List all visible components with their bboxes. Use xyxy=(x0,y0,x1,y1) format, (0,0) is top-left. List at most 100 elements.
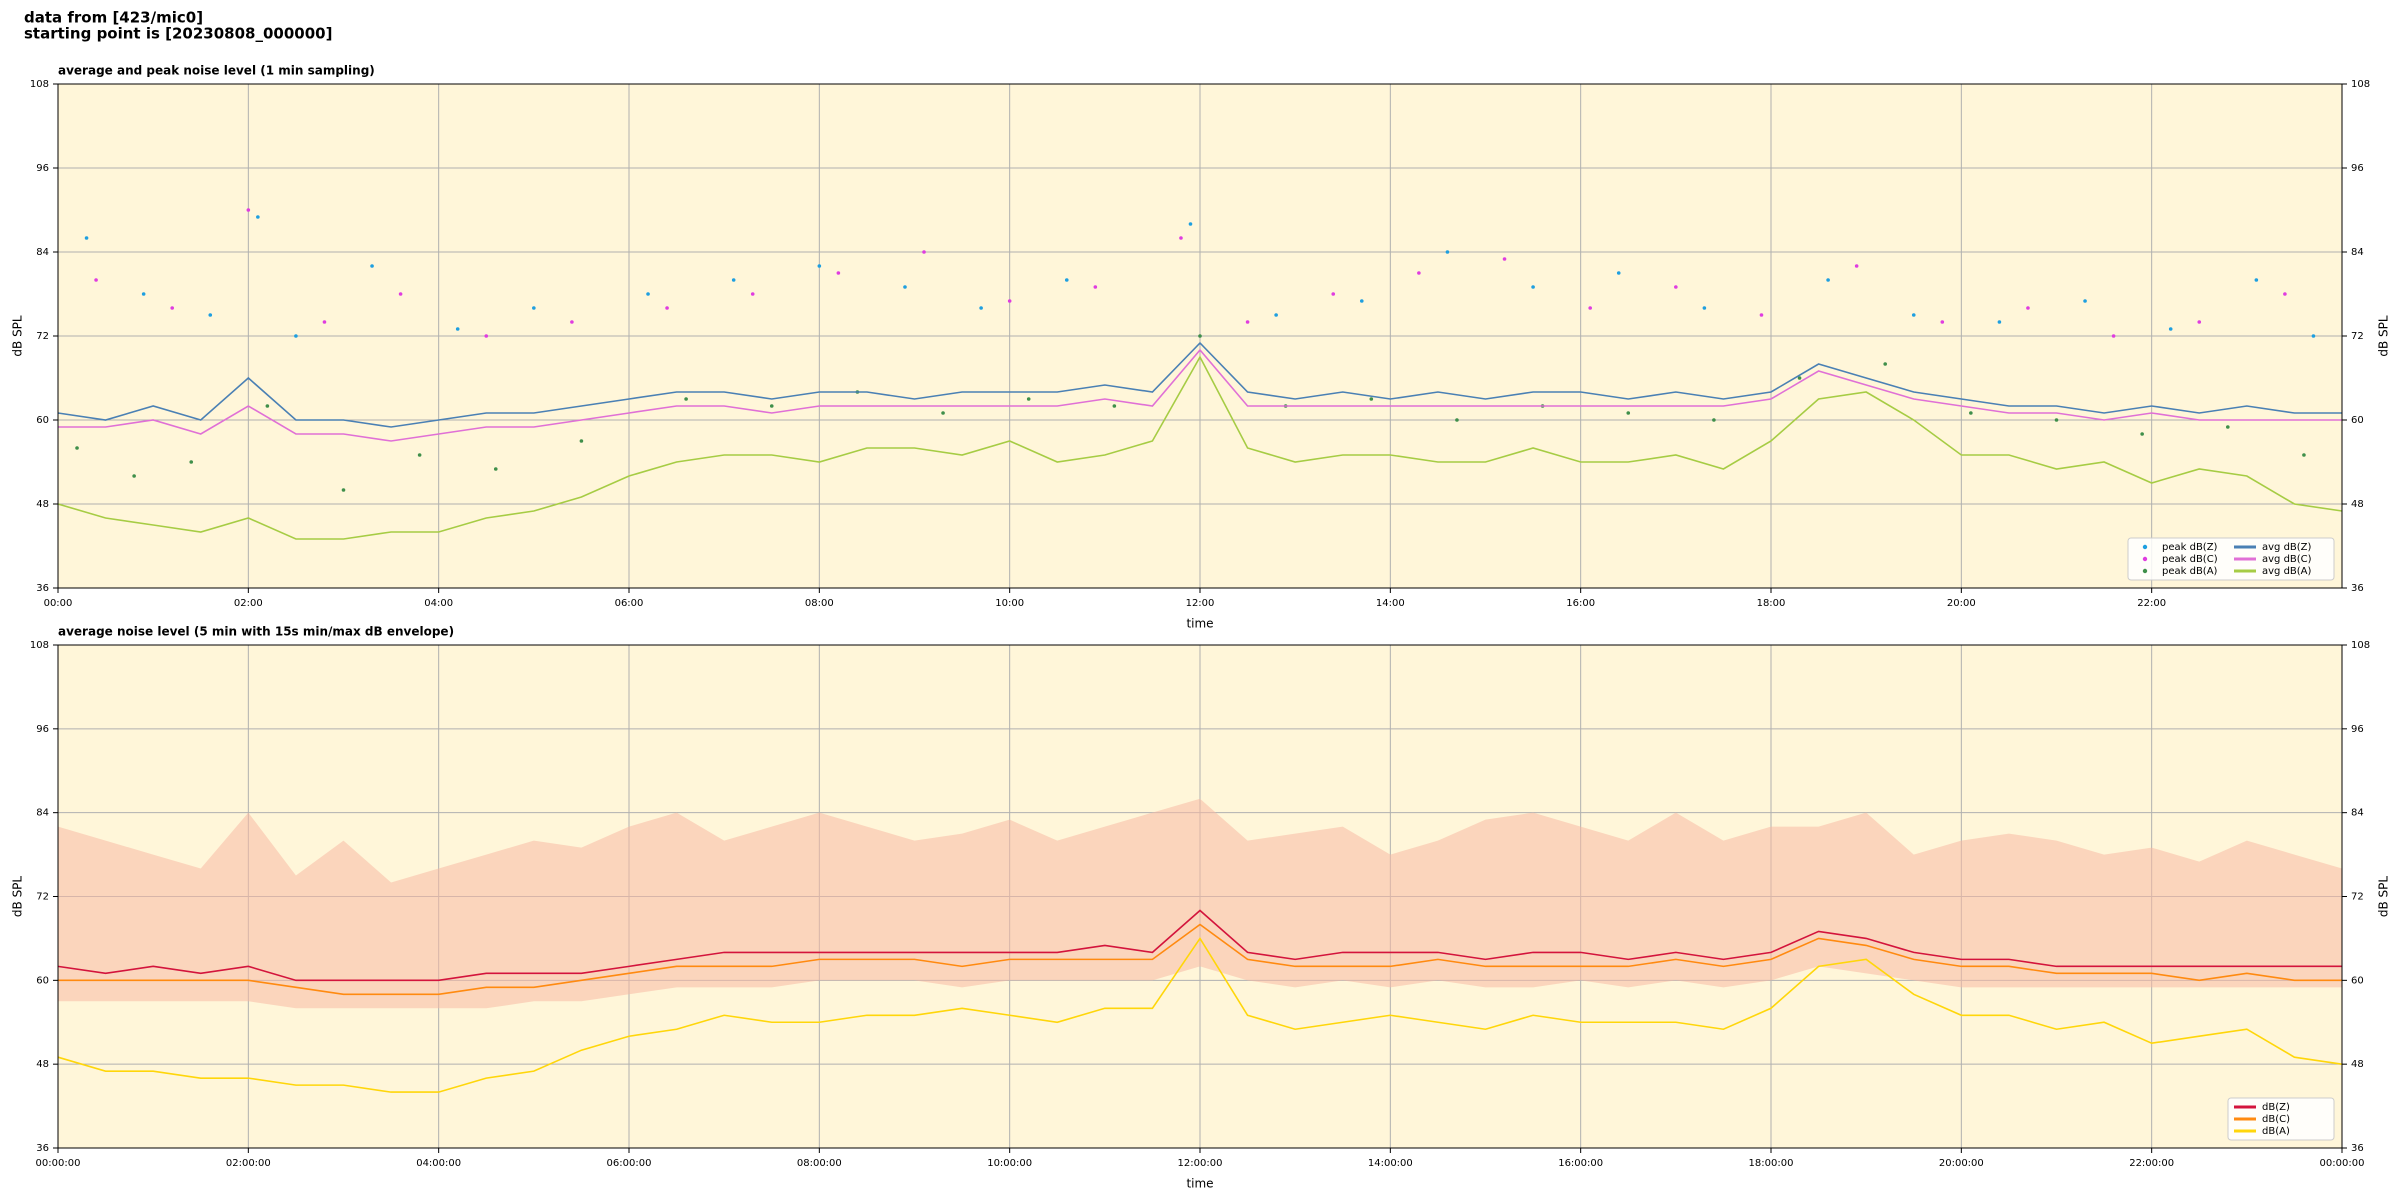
legend-label: dB(C) xyxy=(2262,1114,2290,1125)
peak-point xyxy=(731,278,736,282)
peak-point xyxy=(1445,250,1450,254)
panel-title: average and peak noise level (1 min samp… xyxy=(58,64,375,78)
y-tick-label: 84 xyxy=(2351,247,2364,258)
peak-point xyxy=(484,334,489,338)
y-tick-label: 108 xyxy=(2351,79,2370,90)
peak-point xyxy=(1674,285,1678,289)
legend-marker xyxy=(2142,568,2148,574)
legend-label: peak dB(A) xyxy=(2162,566,2218,577)
x-tick-label: 04:00 xyxy=(424,598,453,609)
peak-point xyxy=(1940,320,1945,324)
y-tick-label: 36 xyxy=(36,1143,49,1154)
peak-point xyxy=(1245,320,1250,324)
page-title: data from [423/mic0] xyxy=(24,9,203,27)
legend-marker xyxy=(2142,556,2148,562)
peak-point xyxy=(684,397,688,401)
peak-point xyxy=(2140,432,2144,436)
peak-point xyxy=(2083,299,2087,303)
panel-title: average noise level (5 min with 15s min/… xyxy=(58,625,454,639)
peak-point xyxy=(1997,320,2002,324)
y-tick-label: 60 xyxy=(2351,415,2364,426)
peak-point xyxy=(769,404,774,408)
peak-point xyxy=(1112,404,1117,408)
peak-point xyxy=(941,411,945,415)
y-axis-label: dB SPL xyxy=(11,315,25,357)
peak-point xyxy=(322,320,327,324)
peak-point xyxy=(2054,418,2059,422)
peak-point xyxy=(665,306,669,310)
peak-point xyxy=(246,208,251,212)
plot-frame xyxy=(57,644,2343,1149)
y-tick-label: 60 xyxy=(36,415,49,426)
peak-point xyxy=(1274,313,1278,317)
peak-point xyxy=(1626,411,1631,415)
peak-point xyxy=(1369,397,1374,401)
x-tick-label: 14:00:00 xyxy=(1368,1158,1413,1169)
peak-point xyxy=(2302,453,2306,457)
y-tick-label: 108 xyxy=(30,79,49,90)
peak-point xyxy=(208,313,213,317)
x-tick-label: 20:00:00 xyxy=(1939,1158,1984,1169)
peak-point xyxy=(341,488,346,492)
x-tick-label: 10:00:00 xyxy=(987,1158,1032,1169)
peak-point xyxy=(1417,271,1421,275)
series-line xyxy=(58,923,2342,996)
y-tick-label: 72 xyxy=(2351,892,2364,903)
peak-point xyxy=(2168,327,2173,331)
series-line xyxy=(58,348,2342,442)
y-tick-label: 84 xyxy=(2351,808,2364,819)
peak-point xyxy=(1188,222,1193,226)
peak-point xyxy=(1331,292,1336,296)
legend: peak dB(Z)peak dB(C)peak dB(A)avg dB(Z)a… xyxy=(2127,537,2335,581)
peak-point xyxy=(2311,334,2316,338)
legend-label: peak dB(Z) xyxy=(2162,542,2218,553)
peak-point xyxy=(1911,313,1916,317)
peak-point xyxy=(1026,397,1031,401)
y-tick-label: 96 xyxy=(36,163,49,174)
x-tick-label: 00:00 xyxy=(44,598,73,609)
x-tick-label: 18:00 xyxy=(1757,598,1786,609)
x-tick-label: 16:00:00 xyxy=(1558,1158,1603,1169)
peak-point xyxy=(532,306,536,310)
peak-point xyxy=(2254,278,2259,282)
peak-point xyxy=(370,264,374,268)
x-axis-label: time xyxy=(1186,1177,1213,1191)
y-tick-label: 36 xyxy=(36,583,49,594)
peak-point xyxy=(1455,418,1459,422)
y-tick-label: 36 xyxy=(2351,1143,2364,1154)
x-tick-label: 06:00:00 xyxy=(607,1158,652,1169)
peak-point xyxy=(2283,292,2287,296)
legend-label: dB(Z) xyxy=(2262,1102,2290,1113)
x-tick-label: 00:00:00 xyxy=(36,1158,81,1169)
x-tick-label: 16:00 xyxy=(1566,598,1595,609)
peak-point xyxy=(1712,418,1716,422)
legend: dB(Z)dB(C)dB(A) xyxy=(2227,1097,2335,1141)
legend-marker xyxy=(2142,544,2148,550)
y-axis-label: dB SPL xyxy=(2377,315,2391,357)
peak-point xyxy=(398,292,403,296)
series-line xyxy=(57,909,2342,982)
peak-point xyxy=(1359,299,1364,303)
y-tick-label: 48 xyxy=(2351,499,2364,510)
y-tick-label: 108 xyxy=(2351,640,2370,651)
y-tick-label: 72 xyxy=(36,331,49,342)
x-tick-label: 04:00:00 xyxy=(416,1158,461,1169)
page-title: starting point is [20230808_000000] xyxy=(24,25,332,43)
peak-point xyxy=(2111,334,2116,338)
peak-point xyxy=(1759,313,1764,317)
x-tick-label: 18:00:00 xyxy=(1749,1158,1794,1169)
peak-point xyxy=(1969,411,1973,415)
x-tick-label: 20:00 xyxy=(1947,598,1976,609)
peak-point xyxy=(84,236,89,240)
x-tick-label: 10:00 xyxy=(995,598,1024,609)
series-line xyxy=(57,355,2343,540)
peak-point xyxy=(817,264,822,268)
y-tick-label: 108 xyxy=(30,640,49,651)
peak-point xyxy=(922,250,926,254)
peak-point xyxy=(1064,278,1069,282)
peak-point xyxy=(1179,236,1183,240)
y-tick-label: 84 xyxy=(36,808,49,819)
y-axis-label: dB SPL xyxy=(2377,876,2391,918)
y-tick-label: 84 xyxy=(36,247,49,258)
